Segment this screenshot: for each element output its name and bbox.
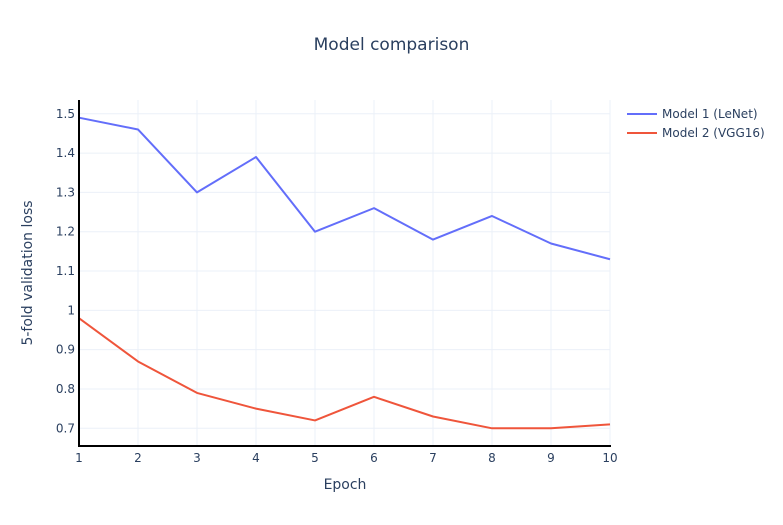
y-tick-label: 0.8 bbox=[56, 382, 75, 396]
x-tick-label: 9 bbox=[547, 451, 555, 465]
series-line-2 bbox=[78, 317, 611, 430]
chart-title: Model comparison bbox=[314, 35, 470, 55]
y-tick-label: 0.7 bbox=[56, 421, 75, 435]
y-tick-label: 1.2 bbox=[56, 225, 75, 239]
x-tick-label: 8 bbox=[488, 451, 496, 465]
series-lines bbox=[78, 116, 611, 430]
y-tick-label: 1.3 bbox=[56, 185, 75, 199]
y-tick-label: 0.9 bbox=[56, 343, 75, 357]
legend: Model 1 (LeNet) Model 2 (VGG16) bbox=[627, 107, 765, 140]
x-tick-label: 5 bbox=[311, 451, 319, 465]
y-tick-label: 1.4 bbox=[56, 146, 75, 160]
series-line-1 bbox=[78, 116, 611, 261]
x-tick-label: 10 bbox=[602, 451, 617, 465]
y-tick-labels: 0.7 0.8 0.9 1 1.1 1.2 1.3 1.4 1.5 bbox=[56, 107, 75, 436]
y-tick-label: 1.1 bbox=[56, 264, 75, 278]
legend-label-1: Model 1 (LeNet) bbox=[662, 107, 758, 121]
x-tick-label: 1 bbox=[75, 451, 83, 465]
grid bbox=[78, 100, 611, 446]
x-tick-label: 7 bbox=[429, 451, 437, 465]
y-tick-label: 1.5 bbox=[56, 107, 75, 121]
x-tick-label: 2 bbox=[134, 451, 142, 465]
y-tick-label: 1 bbox=[67, 303, 75, 317]
x-tick-label: 6 bbox=[370, 451, 378, 465]
x-tick-label: 3 bbox=[193, 451, 201, 465]
x-tick-label: 4 bbox=[252, 451, 260, 465]
legend-label-2: Model 2 (VGG16) bbox=[662, 126, 765, 140]
y-axis-title: 5-fold validation loss bbox=[20, 200, 36, 345]
x-axis-title: Epoch bbox=[324, 477, 367, 493]
x-tick-labels: 1 2 3 4 5 6 7 8 9 10 bbox=[75, 451, 617, 465]
